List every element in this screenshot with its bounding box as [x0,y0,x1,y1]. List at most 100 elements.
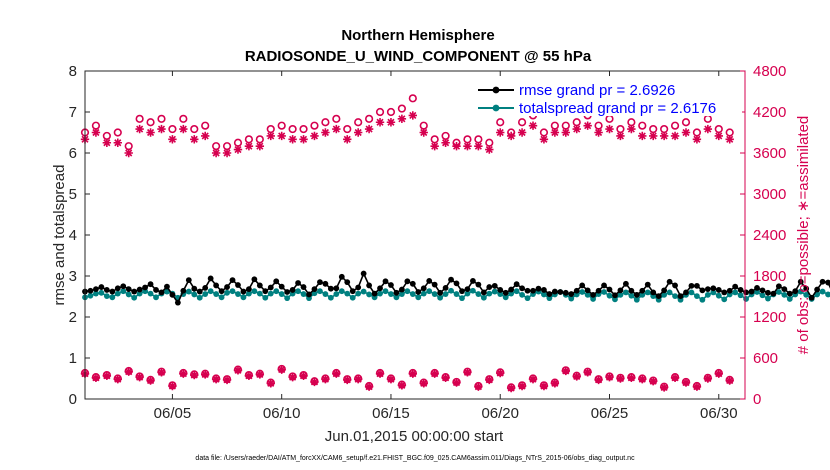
rmse-point [606,286,613,293]
obs-assimilated-point [572,124,581,134]
rmse-point [322,280,329,287]
obs-assimilated-point [343,375,352,385]
rmse-point [284,289,291,295]
rmse-point [819,278,826,285]
rmse-point [650,289,657,296]
obs-assimilated-point [594,375,603,385]
rmse-point [721,289,728,296]
rmse-point [579,282,586,289]
rmse-point [524,287,531,294]
totalspread-point [704,291,711,298]
totalspread-point [273,288,280,295]
totalspread-point [694,293,700,299]
obs-possible-point [113,128,122,137]
rmse-point [218,288,225,295]
obs-possible-point [670,121,680,130]
obs-assimilated-point [714,369,723,378]
rmse-point [644,281,651,288]
rmse-point [453,280,460,287]
obs-assimilated-point [288,135,297,144]
obs-assimilated-point [550,128,560,137]
rmse-point [327,285,334,292]
y-left-tick-label: 7 [69,104,77,121]
obs-assimilated-point [353,374,363,384]
totalspread-point [246,290,252,297]
rmse-point [103,287,110,293]
totalspread-point [235,291,241,297]
totalspread-point [464,290,471,297]
x-tick-label: 06/30 [700,405,738,422]
obs-possible-point [277,121,286,130]
obs-assimilated-point [375,369,385,378]
totalspread-point [420,290,427,297]
totalspread-point [147,290,154,297]
totalspread-point [256,290,263,297]
obs-assimilated-point [157,368,166,377]
rmse-point [502,289,509,296]
totalspread-point [797,288,804,295]
totalspread-point [229,288,236,295]
rmse-point [87,287,94,294]
obs-assimilated-point [463,141,472,151]
rmse-point [765,289,771,296]
legend-rmse-marker [492,86,500,94]
obs-assimilated-point [397,114,407,124]
rmse-point [573,287,580,294]
obs-possible-point [375,107,385,117]
totalspread-point [781,291,788,298]
obs-assimilated-point [485,145,494,154]
rmse-point [344,279,351,286]
totalspread-point [721,296,728,303]
totalspread-point [398,291,405,297]
obs-assimilated-point [659,383,669,392]
obs-assimilated-point [703,124,713,134]
obs-assimilated-point [681,378,691,387]
totalspread-point [590,296,597,302]
rmse-point [781,286,788,293]
totalspread-point [213,291,220,297]
obs-assimilated-point [605,372,614,382]
rmse-point [169,291,176,298]
obs-possible-point [135,114,144,123]
totalspread-point [251,288,258,295]
obs-assimilated-point [638,374,647,384]
obs-assimilated-point [485,375,494,385]
obs-assimilated-point [244,371,254,380]
obs-assimilated-point [627,124,636,134]
obs-assimilated-point [714,131,723,141]
rmse-point [551,288,558,295]
totalspread-point [743,296,749,302]
obs-assimilated-point [190,370,199,380]
totalspread-point [688,289,695,296]
obs-possible-point [146,118,155,127]
obs-assimilated-point [200,131,210,141]
totalspread-point [311,290,318,297]
rmse-point [448,276,454,283]
obs-assimilated-point [244,141,254,151]
rmse-point [114,285,121,292]
rmse-point [235,282,241,288]
rmse-point [442,284,449,291]
rmse-point [136,286,143,293]
rmse-point [289,287,296,293]
rmse-point [360,270,367,277]
obs-assimilated-point [583,121,592,130]
totalspread-point [491,288,498,295]
rmse-point [153,287,159,293]
totalspread-point [136,290,143,297]
rmse-point [174,299,181,306]
totalspread-point [93,290,99,297]
legend-box [472,78,742,116]
rmse-point [371,290,378,297]
obs-assimilated-point [386,374,396,384]
rmse-point [677,293,684,299]
rmse-point [622,280,629,287]
totalspread-point [218,294,225,301]
obs-assimilated-point [496,128,505,137]
obs-assimilated-point [91,373,101,383]
obs-assimilated-point [517,381,527,391]
totalspread-point [207,288,214,295]
totalspread-point [382,288,389,295]
totalspread-point [825,291,830,298]
rmse-point [759,287,766,294]
